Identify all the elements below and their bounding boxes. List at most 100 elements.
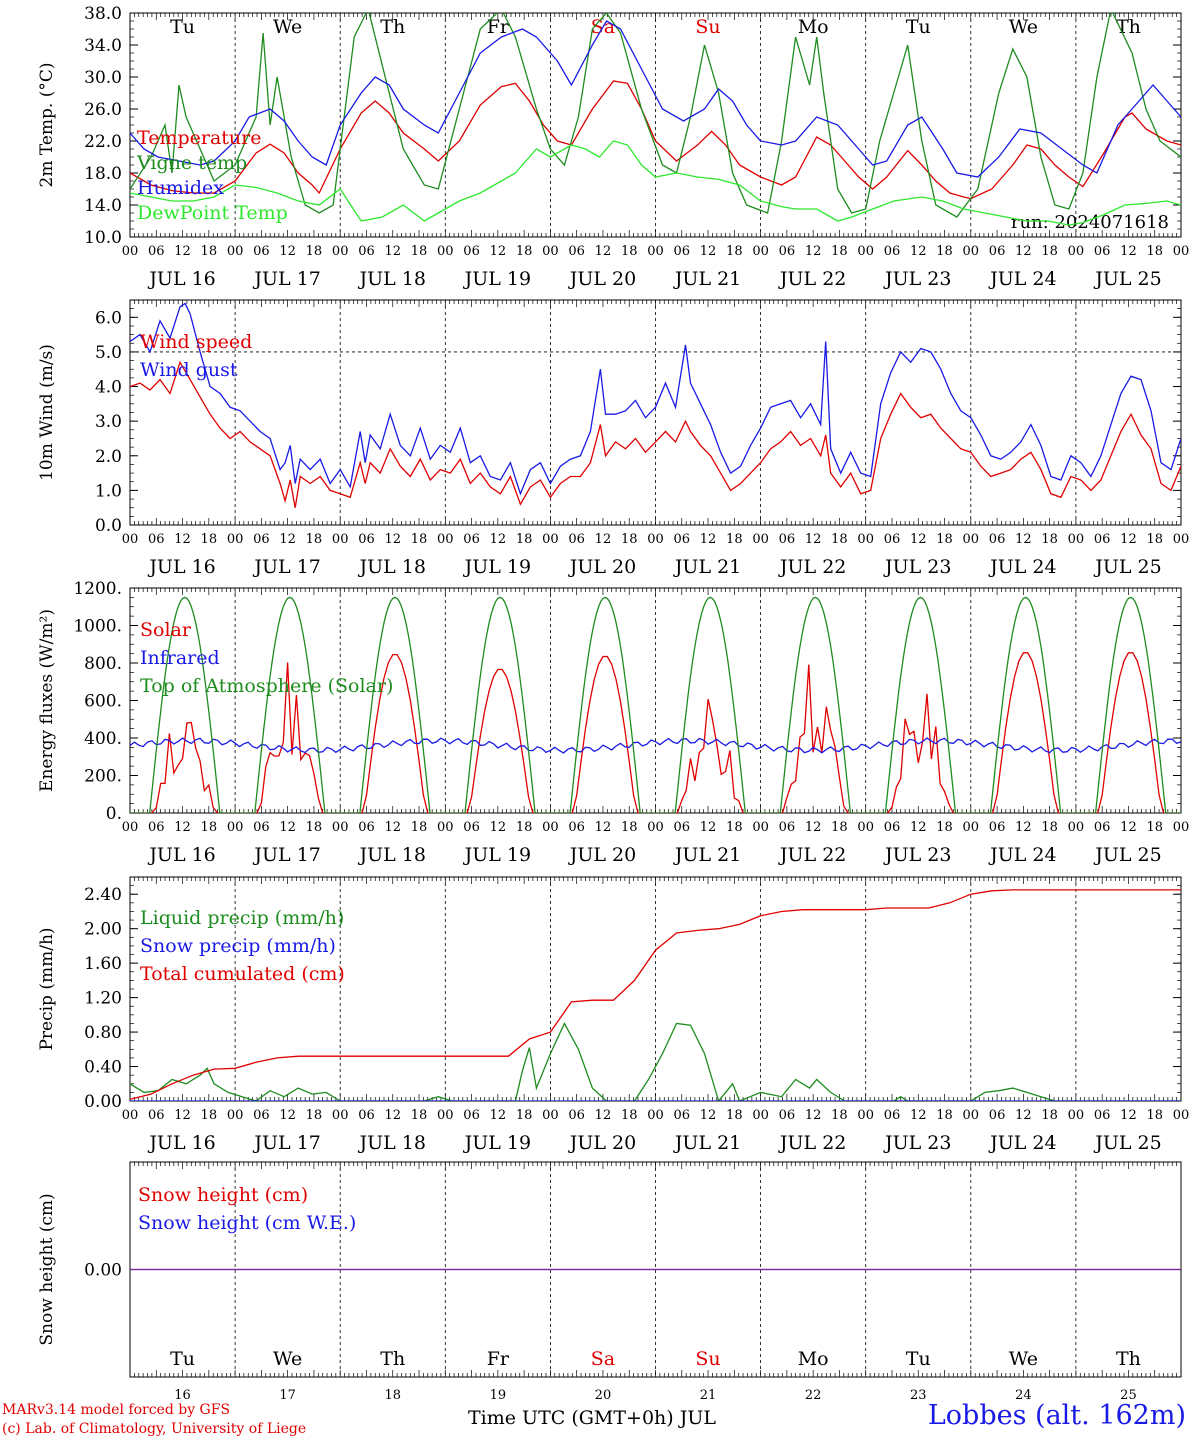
x-hour-label: 12 <box>1120 244 1137 259</box>
y-tick-label: 6.0 <box>95 308 122 328</box>
series-line <box>130 889 1181 1100</box>
x-day-label: JUL 23 <box>883 1132 951 1154</box>
x-day-label: JUL 23 <box>883 844 951 866</box>
y-tick-label: 2.00 <box>84 920 122 940</box>
y-tick-label: 5.0 <box>95 343 122 363</box>
x-day-label: JUL 18 <box>358 268 426 290</box>
x-hour-label: 00 <box>437 244 454 259</box>
x-hour-label: 12 <box>174 1108 191 1123</box>
panel-precip: 0.00 0.40 0.80 1.20 1.60 2.00 2.40 Precip (mm/h… <box>37 876 1190 1154</box>
x-day-number: 25 <box>1120 1388 1137 1403</box>
x-hour-label: 12 <box>1120 532 1137 547</box>
x-day-label: JUL 20 <box>568 556 636 578</box>
x-hour-label: 18 <box>306 244 323 259</box>
series-group <box>130 596 1181 813</box>
x-hour-label: 12 <box>595 532 612 547</box>
x-hour-label: 00 <box>332 244 349 259</box>
x-hour-label: 06 <box>1094 1108 1111 1123</box>
legend-entry: Wind gust <box>140 359 238 381</box>
x-hour-label: 12 <box>700 244 717 259</box>
x-hour-label: 06 <box>148 1108 165 1123</box>
y-tick-label: 38.0 <box>84 4 122 24</box>
x-hour-label: 12 <box>805 244 822 259</box>
x-hour-label: 18 <box>1146 820 1163 835</box>
x-hour-label: 18 <box>516 532 533 547</box>
x-day-label: JUL 18 <box>358 844 426 866</box>
x-hour-label: 18 <box>1041 820 1058 835</box>
x-hour-label: 18 <box>411 532 428 547</box>
x-day-label: JUL 25 <box>1093 844 1161 866</box>
x-hour-label: 00 <box>122 820 139 835</box>
x-hour-label: 06 <box>358 820 375 835</box>
x-hour-label: 12 <box>279 820 296 835</box>
y-tick-label: 1200. <box>73 579 122 599</box>
x-hour-label: 12 <box>1015 532 1032 547</box>
x-hour-label: 06 <box>568 244 585 259</box>
x-day-label: JUL 24 <box>988 844 1056 866</box>
x-hour-label: 12 <box>700 532 717 547</box>
x-hour-label: 12 <box>910 820 927 835</box>
x-hour-label: 06 <box>463 820 480 835</box>
x-hour-label: 00 <box>857 532 874 547</box>
x-hour-label: 12 <box>490 532 507 547</box>
series-line <box>130 1022 1181 1101</box>
x-hour-label: 00 <box>542 244 559 259</box>
x-hour-label: 18 <box>831 244 848 259</box>
x-hour-label: 00 <box>647 820 664 835</box>
legend-entry: Wind speed <box>140 331 252 353</box>
x-hour-label: 00 <box>963 244 980 259</box>
x-day-label: JUL 16 <box>147 268 215 290</box>
legend-entry: Solar <box>140 619 192 641</box>
x-hour-label: 06 <box>989 820 1006 835</box>
x-hour-label: 00 <box>1173 1108 1190 1123</box>
x-hour-label: 12 <box>1120 1108 1137 1123</box>
x-hour-label: 12 <box>384 1108 401 1123</box>
x-hour-label: 06 <box>148 244 165 259</box>
x-hour-label: 18 <box>726 532 743 547</box>
y-tick-label: 34.0 <box>84 36 122 56</box>
series-line <box>130 13 1181 218</box>
weekday-label: Tu <box>906 16 931 38</box>
x-hour-label: 06 <box>989 1108 1006 1123</box>
panel-snow: 0.00 Snow height (cm) Snow height (cm) Snow… <box>37 1161 1182 1429</box>
x-hour-label: 00 <box>437 1108 454 1123</box>
y-tick-label: 18.0 <box>84 164 122 184</box>
x-hour-label: 12 <box>910 532 927 547</box>
x-hour-label: 18 <box>201 244 218 259</box>
y-tick-label: 1.20 <box>84 989 122 1009</box>
weekday-label: Fr <box>487 16 510 38</box>
y-tick-label: 1.60 <box>84 954 122 974</box>
x-hour-label: 12 <box>279 244 296 259</box>
x-hour-label: 18 <box>201 1108 218 1123</box>
x-hour-label: 06 <box>463 532 480 547</box>
x-day-number: 20 <box>595 1388 612 1403</box>
x-day-number: 17 <box>279 1388 296 1403</box>
x-day-label: JUL 19 <box>463 268 531 290</box>
x-hour-label: 00 <box>1068 244 1085 259</box>
x-hour-label: 12 <box>700 820 717 835</box>
x-hour-label: 00 <box>542 532 559 547</box>
series-group <box>130 13 1181 226</box>
x-hour-label: 06 <box>463 244 480 259</box>
series-group <box>130 889 1181 1101</box>
x-hour-label: 00 <box>1068 1108 1085 1123</box>
y-tick-label: 400. <box>84 729 122 749</box>
x-hour-label: 06 <box>884 1108 901 1123</box>
x-hour-label: 00 <box>227 532 244 547</box>
x-day-label: JUL 17 <box>252 844 320 866</box>
x-hour-label: 00 <box>752 532 769 547</box>
x-hour-label: 18 <box>1041 1108 1058 1123</box>
y-tick-label: 800. <box>84 654 122 674</box>
x-hour-label: 18 <box>621 820 638 835</box>
weekday-label: Su <box>695 1348 720 1370</box>
y-axis-label: Energy fluxes (W/m²) <box>37 609 57 792</box>
legend-entry: Humidex <box>137 177 224 199</box>
y-tick-label: 0.00 <box>84 1092 122 1112</box>
x-hour-label: 12 <box>805 532 822 547</box>
y-tick-label: 10.0 <box>84 228 122 248</box>
x-day-number: 21 <box>700 1388 717 1403</box>
x-hour-label: 06 <box>568 820 585 835</box>
x-hour-label: 06 <box>1094 820 1111 835</box>
x-day-label: JUL 17 <box>252 268 320 290</box>
series-line <box>130 596 1181 813</box>
